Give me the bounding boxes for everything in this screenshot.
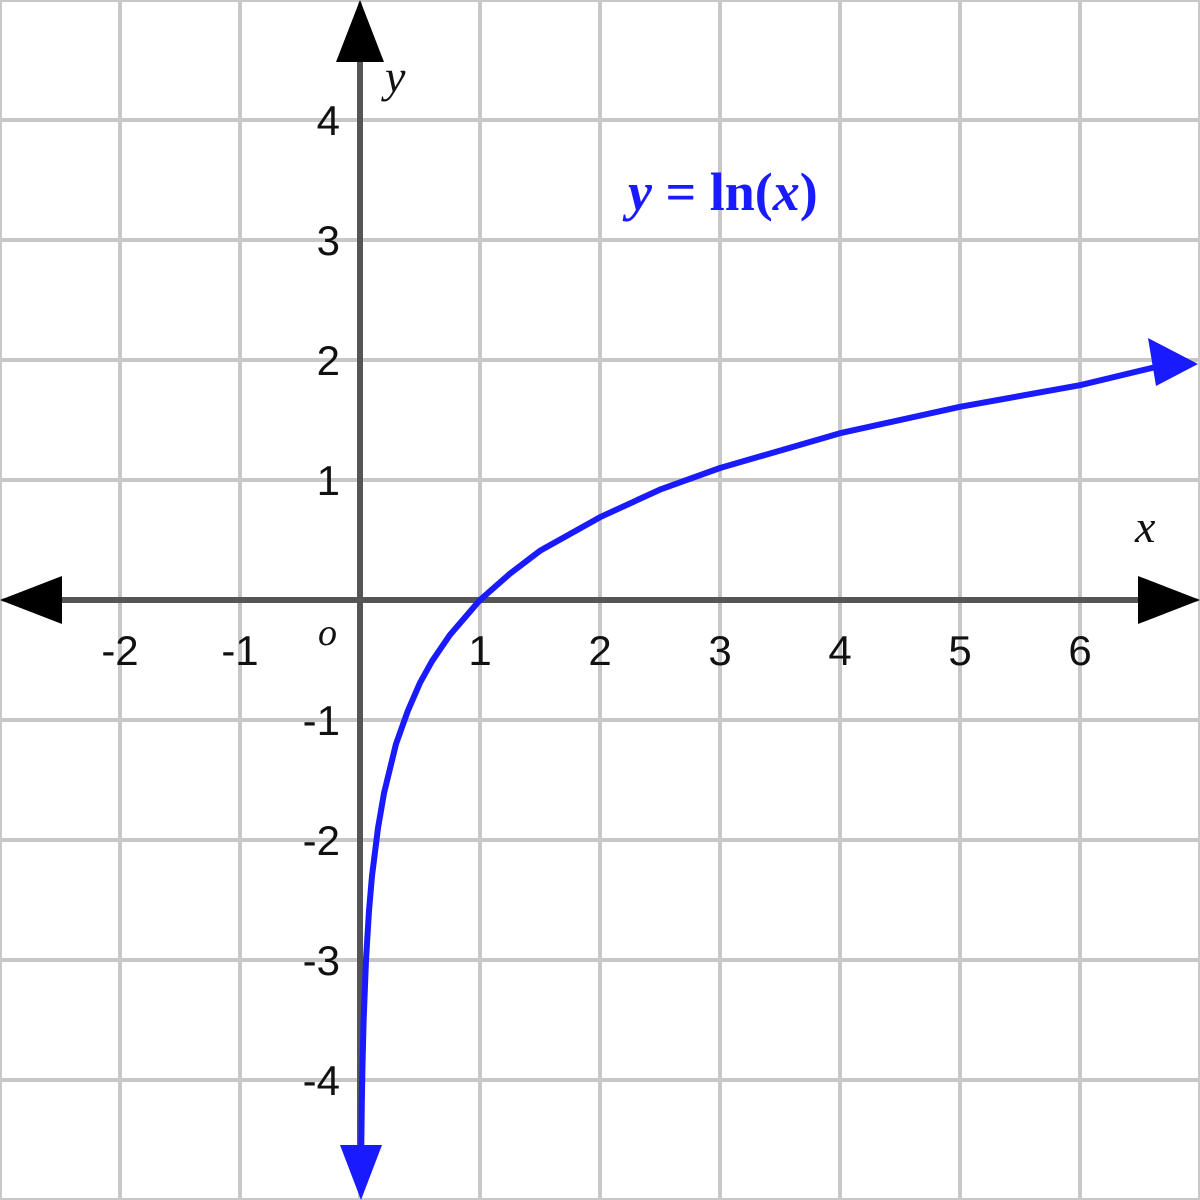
y-axis-up-arrow (336, 0, 384, 62)
equation-y: y (622, 162, 653, 222)
x-tick-label: 5 (948, 627, 971, 674)
curve-bottom-arrow (340, 1145, 382, 1200)
y-tick-label: 1 (317, 457, 340, 504)
x-tick-label: 1 (468, 627, 491, 674)
axes (0, 0, 1200, 1160)
x-tick-label: 4 (828, 627, 851, 674)
y-tick-label: -2 (303, 817, 340, 864)
origin-label: o (318, 612, 337, 654)
curve-line (357, 363, 1161, 1161)
y-tick-label: 3 (317, 217, 340, 264)
y-tick-label: -1 (303, 697, 340, 744)
equation-ln: = ln( (652, 162, 773, 222)
x-axis-right-arrow (1138, 576, 1200, 624)
curve-ln-x (340, 338, 1198, 1200)
y-tick-label: -3 (303, 937, 340, 984)
curve-right-arrow (1148, 338, 1198, 386)
equation-x: x (772, 162, 800, 222)
equation-label: y = ln(x) (622, 162, 818, 222)
equation-close: ) (800, 162, 818, 222)
y-tick-label: 2 (317, 337, 340, 384)
x-tick-label: -2 (101, 627, 138, 674)
x-tick-label: 3 (708, 627, 731, 674)
y-axis-label: y (381, 51, 406, 102)
y-tick-label: -4 (303, 1057, 340, 1104)
x-tick-label: 6 (1068, 627, 1091, 674)
x-axis-left-arrow (0, 576, 62, 624)
tick-labels: -2 -1 1 2 3 4 5 6 4 3 2 1 -1 -2 -3 -4 (101, 97, 1091, 1104)
x-tick-label: 2 (588, 627, 611, 674)
y-tick-label: 4 (317, 97, 340, 144)
x-axis-label: x (1134, 501, 1156, 552)
x-tick-label: -1 (221, 627, 258, 674)
